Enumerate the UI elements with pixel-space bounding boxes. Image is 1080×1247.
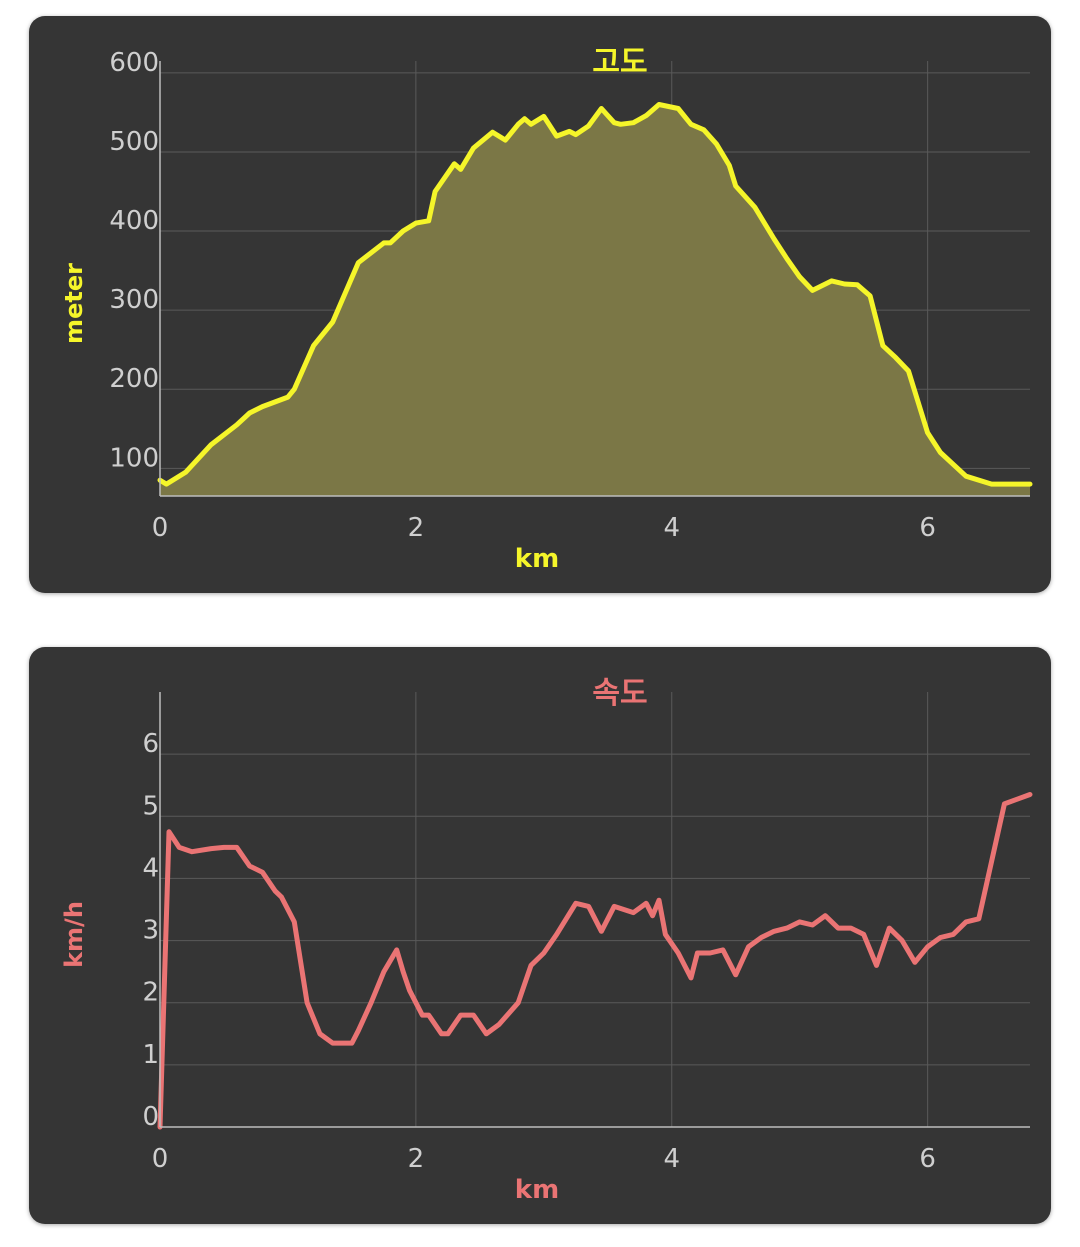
speed-y-tick-label: 4 xyxy=(142,853,159,883)
elevation-chart: 0 2 4 6 100 200 300 400 500 600 고도 km meter xyxy=(60,45,1033,574)
speed-chart: 0 2 4 6 0 1 2 3 4 5 6 속도 km km/h xyxy=(60,676,1033,1205)
elevation-area-fill xyxy=(160,104,1030,496)
speed-x-tick-label: 4 xyxy=(663,1144,680,1174)
elevation-y-tick-label: 600 xyxy=(109,48,159,78)
speed-y-tick-label: 6 xyxy=(142,729,159,759)
elevation-y-axis-label: meter xyxy=(60,263,88,344)
speed-y-tick-label: 5 xyxy=(142,791,159,821)
elevation-y-tick-label: 200 xyxy=(109,364,159,394)
elevation-y-tick-label: 500 xyxy=(109,127,159,157)
speed-y-axis-label: km/h xyxy=(60,901,88,968)
speed-y-tick-label: 3 xyxy=(142,916,159,946)
speed-chart-card: 0 2 4 6 0 1 2 3 4 5 6 속도 km km/h xyxy=(29,647,1051,1224)
speed-y-tick-label: 1 xyxy=(142,1040,159,1070)
elevation-x-axis-label: km xyxy=(515,544,559,574)
elevation-x-tick-label: 2 xyxy=(408,513,425,543)
elevation-series-line xyxy=(157,102,1033,487)
elevation-chart-title: 고도 xyxy=(592,45,647,80)
speed-y-tick-label: 2 xyxy=(142,978,159,1008)
elevation-x-tick-label: 6 xyxy=(919,513,936,543)
speed-x-tick-label: 6 xyxy=(919,1144,936,1174)
elevation-y-tick-label: 400 xyxy=(109,206,159,236)
speed-chart-title: 속도 xyxy=(592,676,647,711)
elevation-y-tick-label: 100 xyxy=(109,443,159,473)
speed-x-axis-label: km xyxy=(515,1175,559,1205)
elevation-chart-card: 0 2 4 6 100 200 300 400 500 600 고도 km meter xyxy=(29,16,1051,593)
speed-x-tick-label: 0 xyxy=(152,1144,169,1174)
speed-x-tick-label: 2 xyxy=(408,1144,425,1174)
elevation-x-tick-label: 4 xyxy=(663,513,680,543)
elevation-y-tick-label: 300 xyxy=(109,285,159,315)
elevation-x-tick-label: 0 xyxy=(152,513,169,543)
speed-series-line xyxy=(157,792,1033,1130)
speed-y-tick-label: 0 xyxy=(142,1102,159,1132)
